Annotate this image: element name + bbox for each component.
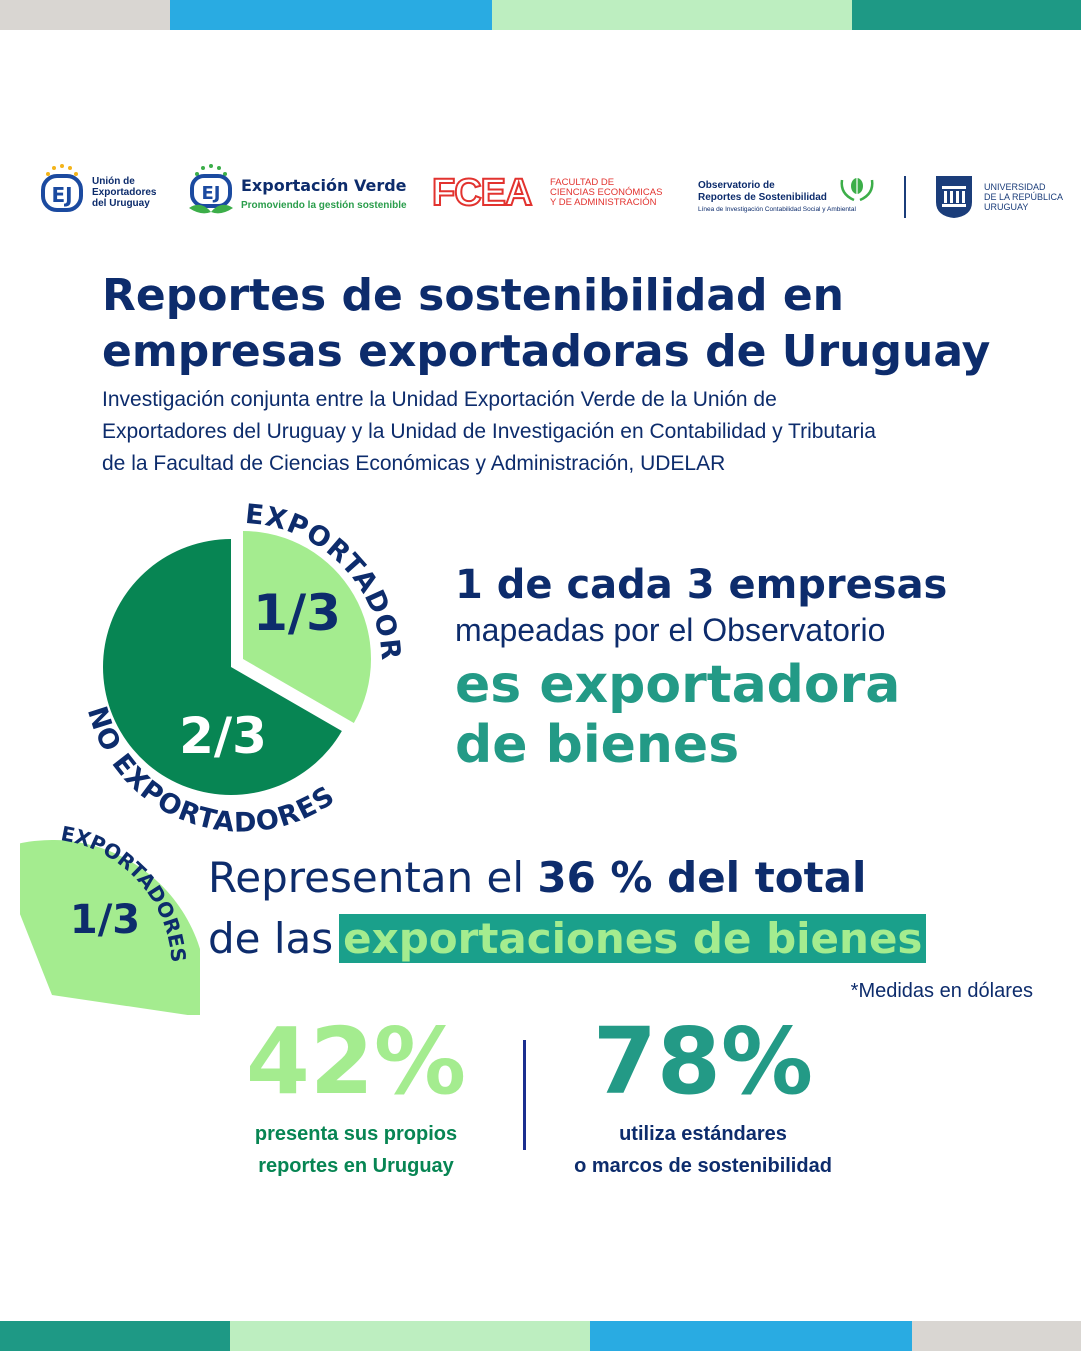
exportacion-verde-tagline: Promoviendo la gestión sostenible xyxy=(241,200,407,211)
stat1-headline: 1 de cada 3 empresas xyxy=(455,562,948,608)
udelar-line1: UNIVERSIDAD xyxy=(984,182,1046,192)
share-headline-bold: 36 % del total xyxy=(537,853,867,902)
slice-chart-exportadores: EXPORTADORES 1/3 xyxy=(20,821,200,1015)
top-bar-gray xyxy=(0,0,170,30)
page-title: Reportes de sostenibilidad en empresas e… xyxy=(102,268,1022,380)
pie2-slice-exportadores xyxy=(20,840,200,1015)
subtitle-line3: de la Facultad de Ciencias Económicas y … xyxy=(102,452,726,475)
hands-leaf-icon xyxy=(840,178,874,202)
bottom-bar-teal xyxy=(0,1321,230,1351)
observatorio-line1: Observatorio de xyxy=(698,180,775,191)
share-headline: Representan el 36 % del total xyxy=(208,853,866,902)
bottom-bar-gray xyxy=(912,1321,1081,1351)
top-bar-blue xyxy=(170,0,492,30)
pie-chart-exportadores: EXPORTADORES NO EXPORTADORES 1/3 2/3 xyxy=(70,495,405,835)
subtitle-line2: Exportadores del Uruguay y la Unidad de … xyxy=(102,420,876,443)
fcea-line3: Y DE ADMINISTRACIÓN xyxy=(550,197,657,208)
udelar-line3: URUGUAY xyxy=(984,202,1029,212)
observatorio-logo: Observatorio de Reportes de Sostenibilid… xyxy=(698,172,888,218)
uex-icon: EJ xyxy=(41,164,83,212)
fcea-line2: CIENCIAS ECONÓMICAS xyxy=(550,187,663,198)
exportacion-verde-name: Exportación Verde xyxy=(241,176,407,195)
stat1-emphasis1: es exportadora xyxy=(455,655,901,715)
stats-divider xyxy=(523,1040,526,1150)
uex-logo: EJ Unión de Exportadores del Uruguay xyxy=(40,162,170,212)
svg-text:EJ: EJ xyxy=(202,183,221,204)
udelar-building-icon xyxy=(936,176,972,218)
fcea-logo: FCEA FACULTAD DE CIENCIAS ECONÓMICAS Y D… xyxy=(431,171,682,218)
udelar-line2: DE LA REPÚBLICA xyxy=(984,192,1064,202)
stat-42: 42% presenta sus propios reportes en Uru… xyxy=(226,1012,486,1182)
stat-78-line2: o marcos de sostenibilidad xyxy=(574,1155,832,1177)
stat-78-value: 78% xyxy=(592,1008,814,1115)
logo-divider xyxy=(904,176,906,218)
pie1-slice-no-exportadores xyxy=(102,539,342,795)
logo-strip: EJ Unión de Exportadores del Uruguay EJ … xyxy=(0,150,1081,230)
pie1-data-label-no-exportadores: 2/3 xyxy=(179,707,267,765)
stat-78: 78% utiliza estándares o marcos de soste… xyxy=(548,1012,858,1182)
share-highlight: exportaciones de bienes xyxy=(339,914,927,963)
observatorio-line3: Línea de Investigación Contabilidad Soci… xyxy=(698,206,856,213)
pie2-data-label: 1/3 xyxy=(70,897,140,943)
observatorio-line2: Reportes de Sostenibilidad xyxy=(698,192,827,203)
stat-42-line2: reportes en Uruguay xyxy=(258,1155,454,1177)
bottom-bar-pale-green xyxy=(230,1321,590,1351)
share-subline: de las exportaciones de bienes xyxy=(208,914,927,963)
svg-text:EJ: EJ xyxy=(51,183,72,207)
uex-line3: del Uruguay xyxy=(92,198,150,209)
exportacion-verde-icon: EJ xyxy=(189,164,233,214)
stat-78-line1: utiliza estándares xyxy=(619,1123,787,1145)
stat-42-line1: presenta sus propios xyxy=(254,1123,458,1145)
uex-line2: Exportadores xyxy=(92,187,157,198)
share-headline-pre: Representan el xyxy=(208,853,538,902)
top-bar-pale-green xyxy=(492,0,852,30)
title-line2: empresas exportadoras de Uruguay xyxy=(102,326,991,377)
stat1-emphasis2: de bienes xyxy=(455,715,740,775)
page-subtitle: Investigación conjunta entre la Unidad E… xyxy=(102,384,1002,480)
exportacion-verde-logo: EJ Exportación Verde Promoviendo la gest… xyxy=(185,162,425,218)
top-bar-teal xyxy=(852,0,1081,30)
fcea-line1: FACULTAD DE xyxy=(550,177,615,188)
uex-line1: Unión de xyxy=(92,176,135,187)
udelar-logo: UNIVERSIDAD DE LA REPÚBLICA URUGUAY xyxy=(936,176,1076,220)
subtitle-line1: Investigación conjunta entre la Unidad E… xyxy=(102,388,777,411)
stat-42-value: 42% xyxy=(245,1008,467,1115)
title-line1: Reportes de sostenibilidad en xyxy=(102,270,844,321)
bottom-bar-blue xyxy=(590,1321,912,1351)
currency-note: *Medidas en dólares xyxy=(850,980,1033,1002)
share-subline-pre: de las xyxy=(208,914,334,963)
pie1-slice-exportadores xyxy=(243,531,371,723)
stat1-subline: mapeadas por el Observatorio xyxy=(455,612,886,648)
fcea-mark: FCEA xyxy=(431,171,533,215)
pie1-data-label-exportadores: 1/3 xyxy=(253,584,341,642)
